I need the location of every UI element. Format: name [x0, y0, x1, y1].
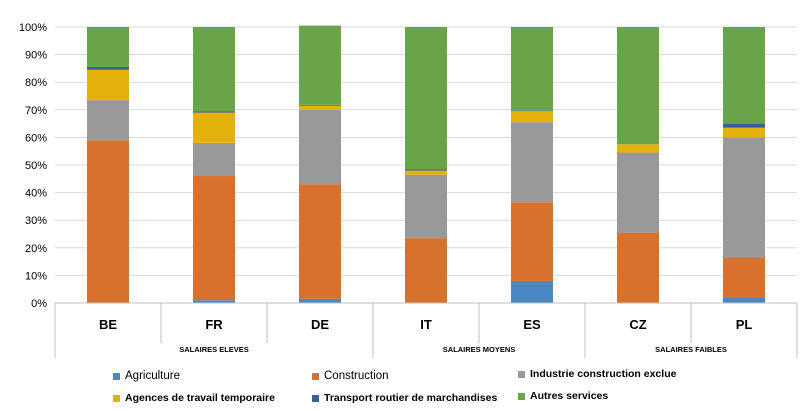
bar-segment	[405, 174, 447, 239]
bar-segment	[299, 105, 341, 110]
legend-item: Construction	[312, 370, 389, 382]
y-tick-label: 10%	[25, 270, 47, 282]
category-label: BE	[99, 317, 117, 332]
bar-segment	[617, 152, 659, 233]
bar-segment	[193, 142, 235, 177]
bar-segment	[511, 202, 553, 281]
y-tick-label: 50%	[25, 160, 47, 172]
bar-segment	[617, 27, 659, 145]
y-tick-label: 90%	[25, 50, 47, 62]
bar-segment	[511, 27, 553, 111]
bar-segment	[299, 104, 341, 106]
legend-label: Autres services	[530, 390, 609, 402]
legend-label: Agriculture	[125, 370, 180, 382]
bar-segment	[299, 184, 341, 299]
bar-segment	[723, 257, 765, 298]
bar-segment	[723, 127, 765, 138]
legend-swatch	[113, 394, 120, 402]
bar-segment	[299, 298, 341, 303]
y-tick-label: 30%	[25, 215, 47, 227]
legend-label: Construction	[324, 370, 389, 382]
bar-segment	[193, 176, 235, 301]
bar-segment	[617, 232, 659, 303]
bar-segment	[299, 109, 341, 185]
group-label: SALAIRES MOYENS	[443, 345, 516, 354]
legend-item: Agriculture	[113, 370, 180, 382]
group-label: SALAIRES FAIBLES	[655, 345, 727, 354]
legend-item: Agences de travail temporaire	[113, 392, 275, 404]
y-axis-ticks: 0% 10% 20% 30% 40% 50% 60% 70% 80% 90% 100%	[19, 22, 47, 310]
bar-segment	[87, 27, 129, 68]
bar-segment	[511, 122, 553, 203]
legend-swatch	[518, 370, 525, 378]
bar-segment	[405, 169, 447, 171]
legend-label: Agences de travail temporaire	[125, 392, 275, 404]
legend: Agriculture Construction Industrie constru…	[0, 364, 801, 410]
bar-segment	[405, 170, 447, 175]
legend-item: Transport routier de marchandises	[312, 392, 497, 404]
category-label: IT	[420, 317, 432, 332]
bar-segment	[511, 110, 553, 112]
y-tick-label: 40%	[25, 188, 47, 200]
bar-segment	[405, 27, 447, 170]
y-tick-label: 70%	[25, 105, 47, 117]
category-axis: BE FR DE IT ES CZ PL SALAIRES ELEVES SALAIRES MO…	[54, 302, 798, 358]
bar-segment	[723, 297, 765, 303]
y-tick-label: 60%	[25, 132, 47, 144]
legend-swatch	[312, 372, 319, 380]
group-label: SALAIRES ELEVES	[179, 345, 249, 354]
category-label: CZ	[629, 317, 646, 332]
bar-segment	[723, 137, 765, 258]
bar-segment	[511, 280, 553, 303]
bar-segment	[87, 140, 129, 303]
legend-item: Industrie construction exclue	[518, 368, 676, 380]
category-label: PL	[736, 317, 753, 332]
bars	[87, 25, 765, 303]
legend-item: Autres services	[518, 390, 608, 402]
bar-segment	[299, 25, 341, 105]
y-tick-label: 0%	[31, 298, 47, 310]
legend-swatch	[518, 392, 525, 400]
bar-segment	[87, 67, 129, 70]
bar-segment	[87, 69, 129, 101]
category-label: FR	[205, 317, 223, 332]
y-tick-label: 20%	[25, 243, 47, 255]
bar-segment	[723, 123, 765, 128]
y-tick-label: 80%	[25, 77, 47, 89]
bar-segment	[405, 238, 447, 303]
bar-segment	[87, 100, 129, 141]
legend-label: Transport routier de marchandises	[324, 392, 498, 404]
legend-swatch	[312, 394, 319, 402]
bar-segment	[193, 300, 235, 303]
bar-segment	[617, 144, 659, 153]
bar-segment	[193, 111, 235, 113]
bar-segment	[511, 111, 553, 123]
bar-segment	[193, 27, 235, 112]
category-label: ES	[523, 317, 541, 332]
category-label: DE	[311, 317, 329, 332]
stacked-bar-chart: 0% 10% 20% 30% 40% 50% 60% 70% 80% 90% 100% BE FR DE…	[19, 22, 798, 358]
bar-segment	[193, 112, 235, 143]
bar-segment	[723, 27, 765, 124]
legend-swatch	[113, 372, 120, 380]
y-tick-label: 100%	[19, 22, 47, 34]
legend-label: Industrie construction exclue	[530, 368, 677, 380]
